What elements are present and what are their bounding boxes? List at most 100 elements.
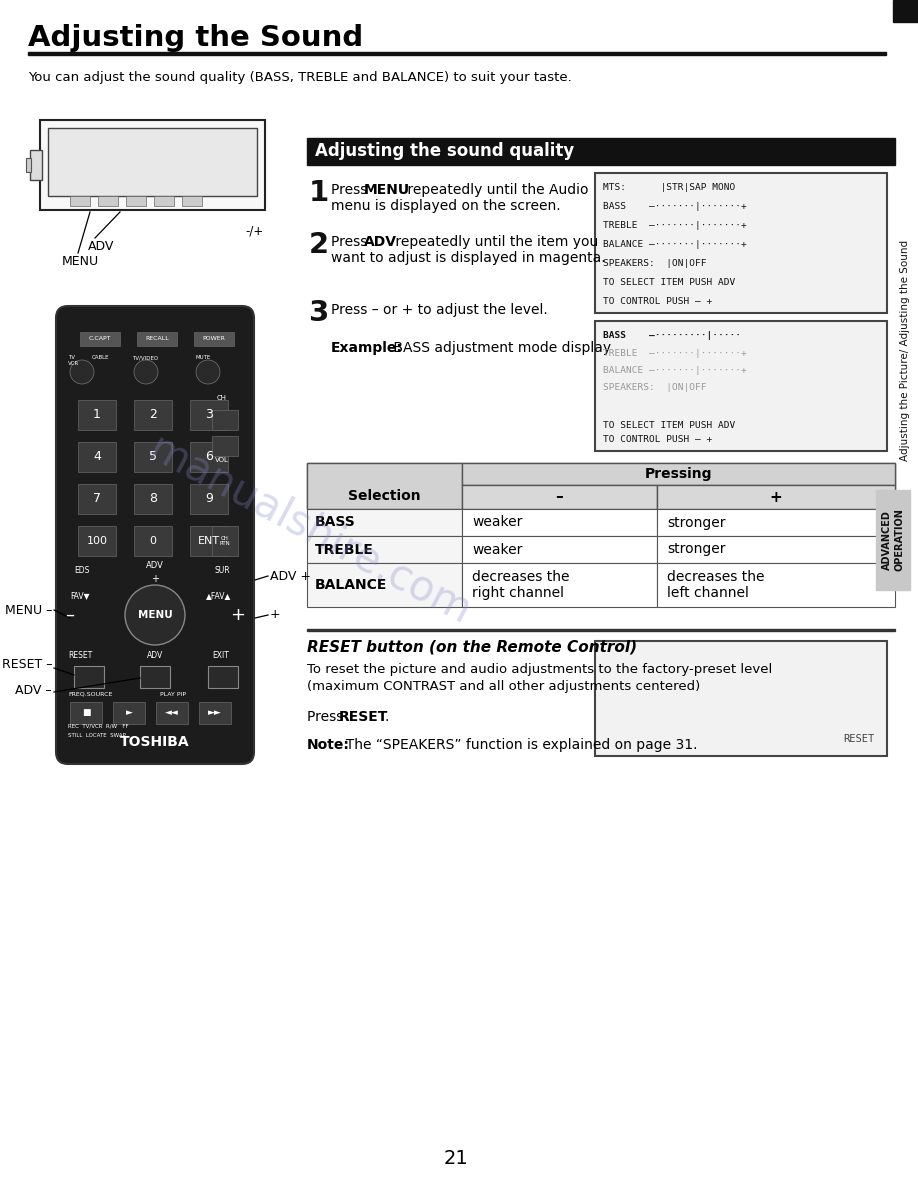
Bar [48,128,257,196]
Bar [40,120,265,210]
Text: 7: 7 [93,493,101,506]
Bar [194,332,234,346]
Bar [190,526,228,556]
Text: ▲FAV▲: ▲FAV▲ [206,591,231,600]
Bar [307,463,462,510]
Text: VOL: VOL [215,457,229,463]
Text: BALANCE –·······|·······+: BALANCE –·······|·······+ [603,366,746,374]
Text: BALANCE –·······|·······+: BALANCE –·······|·······+ [603,241,746,249]
Text: ADV: ADV [88,241,115,254]
Text: RESET: RESET [844,734,875,744]
Text: MENU: MENU [138,610,173,620]
Bar [307,510,462,536]
Text: RECALL: RECALL [145,337,169,341]
Text: MTS:      |STR|SAP MONO: MTS: |STR|SAP MONO [603,182,735,192]
Text: TREBLE  –·······|·······+: TREBLE –·······|·······+ [603,350,746,358]
Text: ADV +: ADV + [270,570,311,583]
Text: 21: 21 [443,1148,468,1167]
Circle shape [196,360,220,384]
Bar [182,196,202,206]
Text: decreases the
left channel: decreases the left channel [667,570,765,600]
Bar [80,332,120,346]
Text: POWER: POWER [203,337,226,341]
Text: Selection: Selection [348,489,420,502]
Bar [78,401,116,430]
Text: ►: ► [126,709,132,717]
Bar [137,332,177,346]
Bar [212,410,238,430]
Text: +: + [270,609,281,621]
Text: MENU: MENU [62,255,99,268]
Bar [156,702,188,724]
Bar [140,666,170,688]
Text: PLAY PIP: PLAY PIP [160,692,186,697]
Bar [212,526,238,556]
Bar [307,137,895,165]
Text: TO CONTROL PUSH – +: TO CONTROL PUSH – + [603,297,712,306]
Text: 4: 4 [93,450,101,463]
Text: You can adjust the sound quality (BASS, TREBLE and BALANCE) to suit your taste.: You can adjust the sound quality (BASS, … [28,71,572,84]
Bar [657,563,895,607]
Bar [657,536,895,563]
Text: menu is displayed on the screen.: menu is displayed on the screen. [331,199,561,213]
Text: weaker: weaker [472,543,522,557]
Bar [78,442,116,472]
Bar [126,196,146,206]
Bar [212,436,238,456]
Text: manualshire.com: manualshire.com [141,427,478,633]
Text: 6: 6 [205,450,213,463]
Bar [70,196,90,206]
Bar [190,401,228,430]
FancyBboxPatch shape [56,306,254,764]
Text: TO SELECT ITEM PUSH ADV: TO SELECT ITEM PUSH ADV [603,421,735,430]
Text: 100: 100 [86,536,107,546]
Text: 1: 1 [93,409,101,422]
Text: Press: Press [331,235,372,249]
Text: Adjusting the Picture/ Adjusting the Sound: Adjusting the Picture/ Adjusting the Sou… [900,239,910,461]
Bar [74,666,104,688]
Bar [199,702,231,724]
Text: ADV: ADV [146,561,164,570]
Circle shape [70,360,94,384]
Text: CABLE: CABLE [92,356,109,360]
Bar [26,158,31,172]
Bar [70,702,102,724]
Bar [657,510,895,536]
Text: REC  TV/VCR  R/W   FF: REC TV/VCR R/W FF [68,724,129,729]
Text: ADV –: ADV – [16,684,52,697]
Text: 9: 9 [205,493,213,506]
Text: MUTE: MUTE [195,356,210,360]
Bar [595,641,887,756]
Text: SPEAKERS:  |ON|OFF: SPEAKERS: |ON|OFF [603,383,707,392]
Bar [134,442,172,472]
Text: ADV: ADV [364,235,397,249]
Text: Pressing: Pressing [644,467,712,481]
Text: repeatedly until the Audio: repeatedly until the Audio [403,182,588,197]
Text: Note:: Note: [307,738,350,752]
Text: Adjusting the sound quality: Adjusting the sound quality [315,142,575,160]
Bar [893,0,918,23]
Bar [190,442,228,472]
Bar [113,702,145,724]
Text: repeatedly until the item you: repeatedly until the item you [391,235,599,249]
Text: BASS    –·········|·····: BASS –·········|····· [603,331,741,340]
Circle shape [125,585,185,645]
Text: 2: 2 [149,409,157,422]
Text: EXIT: EXIT [212,651,229,660]
Text: 0: 0 [150,536,156,546]
Text: C.CAPT: C.CAPT [89,337,111,341]
Text: 5: 5 [149,450,157,463]
Text: ◄◄: ◄◄ [165,709,179,717]
Text: CH: CH [217,395,227,401]
Bar [134,526,172,556]
Text: BASS: BASS [315,515,356,530]
Text: Adjusting the Sound: Adjusting the Sound [28,24,364,52]
Bar [134,401,172,430]
Bar [462,485,657,510]
Text: MENU –: MENU – [5,603,52,616]
Bar [98,196,118,206]
Bar [154,196,174,206]
Bar [462,563,657,607]
Text: RESET –: RESET – [2,659,52,672]
Text: To reset the picture and audio adjustments to the factory-preset level: To reset the picture and audio adjustmen… [307,662,772,675]
